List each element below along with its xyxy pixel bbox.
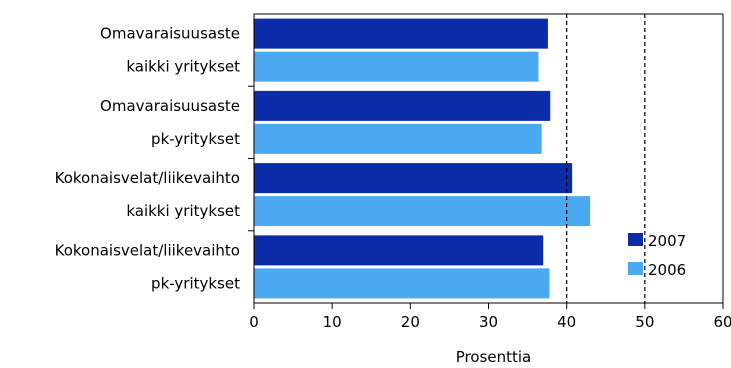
bars-layer (254, 18, 591, 299)
bar-2006-category-1 (254, 51, 539, 82)
bar-2006-category-2 (254, 123, 542, 154)
legend: 2007 2006 (628, 232, 686, 279)
legend-label-2007: 2007 (648, 232, 686, 250)
category-label-3-line-2: kaikki yritykset (126, 202, 240, 220)
category-label-4-line-2: pk-yritykset (151, 274, 240, 292)
x-axis-ticks: 0 10 20 30 40 50 60 (249, 303, 731, 331)
x-tick-label-10: 10 (323, 313, 342, 331)
bar-2007-category-1 (254, 18, 548, 49)
legend-swatch-2007 (628, 233, 643, 246)
bar-2006-category-3 (254, 196, 591, 227)
bar-2007-category-3 (254, 163, 573, 194)
category-label-3-line-1: Kokonaisvelat/liikevaihto (55, 169, 240, 187)
legend-label-2006: 2006 (648, 261, 686, 279)
category-label-1-line-1: Omavaraisuusaste (100, 25, 240, 43)
category-label-2-line-1: Omavaraisuusaste (100, 97, 240, 115)
bar-2007-category-4 (254, 235, 544, 266)
x-tick-label-0: 0 (249, 313, 259, 331)
x-tick-label-30: 30 (479, 313, 498, 331)
x-tick-label-40: 40 (557, 313, 576, 331)
category-label-2-line-2: pk-yritykset (151, 130, 240, 148)
reference-lines (566, 14, 646, 303)
category-labels: Omavaraisuusaste kaikki yritykset Omavarai… (55, 25, 254, 292)
x-tick-label-20: 20 (401, 313, 420, 331)
legend-swatch-2006 (628, 262, 643, 275)
x-tick-label-50: 50 (635, 313, 654, 331)
category-label-4-line-1: Kokonaisvelat/liikevaihto (55, 241, 240, 259)
category-label-1-line-2: kaikki yritykset (126, 58, 240, 76)
x-axis-label: Prosenttia (456, 348, 531, 366)
bar-2006-category-4 (254, 268, 550, 299)
x-tick-label-60: 60 (713, 313, 731, 331)
bar-2007-category-2 (254, 90, 551, 121)
